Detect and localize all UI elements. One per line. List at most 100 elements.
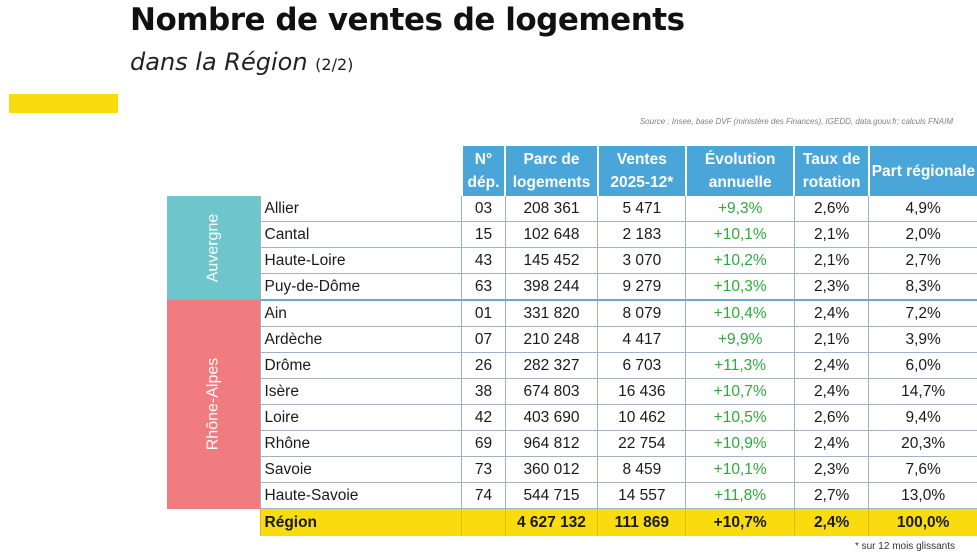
cell-evolution: +10,3% <box>685 273 795 301</box>
total-taux: 2,4% <box>793 508 869 536</box>
total-parc: 4 627 132 <box>504 508 598 536</box>
header-taux: Taux de rotation <box>793 146 869 196</box>
cell-name: Haute-Savoie <box>259 482 462 509</box>
header-part-label: Part régionale <box>871 162 976 180</box>
cell-part: 8,3% <box>868 273 977 301</box>
header-dep-line1: N° <box>474 151 493 168</box>
header-taux-line1: Taux de <box>802 151 861 168</box>
cell-ventes: 8 079 <box>597 300 686 327</box>
cell-taux: 2,3% <box>793 456 869 483</box>
cell-evolution: +10,5% <box>685 404 795 431</box>
total-part: 100,0% <box>868 508 977 536</box>
cell-taux: 2,4% <box>793 378 869 405</box>
group-label-rhone-alpes-text: Rhône-Alpes <box>204 358 222 451</box>
cell-dep: 26 <box>461 352 506 379</box>
header-part: Part régionale <box>867 146 977 196</box>
cell-ventes: 9 279 <box>597 273 686 301</box>
cell-part: 4,9% <box>868 196 977 222</box>
header-blank-group <box>167 146 260 196</box>
header-parc: Parc de logements <box>504 146 598 196</box>
header-ventes-line1: Ventes <box>616 151 667 168</box>
table-row: Rhône-Alpes Ain 01 331 820 8 079 +10,4% … <box>167 300 977 509</box>
header-ventes: Ventes 2025-12* <box>596 146 686 196</box>
table-row: Auvergne Allier 03 208 361 5 471 +9,3% 2… <box>167 196 977 300</box>
cell-taux: 2,4% <box>793 430 869 457</box>
cell-part: 2,7% <box>868 247 977 274</box>
cell-dep: 69 <box>461 430 506 457</box>
cell-parc: 210 248 <box>504 326 598 353</box>
header-evolution: Évolution annuelle <box>684 146 795 196</box>
cell-dep: 42 <box>461 404 506 431</box>
total-evolution: +10,7% <box>685 508 795 536</box>
group-label-auvergne: Auvergne <box>167 196 260 300</box>
cell-parc: 964 812 <box>504 430 598 457</box>
cell-name: Haute-Loire <box>259 247 462 274</box>
cell-ventes: 22 754 <box>597 430 686 457</box>
cell-parc: 403 690 <box>504 404 598 431</box>
cell-parc: 360 012 <box>504 456 598 483</box>
sales-table: N° dép. Parc de logements Ventes 2025-12… <box>167 146 977 536</box>
cell-dep: 01 <box>461 300 506 327</box>
subtitle-text: dans la Région <box>130 48 308 76</box>
cell-ventes: 6 703 <box>597 352 686 379</box>
table-row: Haute-Loire 43 145 452 3 070 +10,2% 2,1%… <box>167 247 977 274</box>
total-dep <box>461 508 506 536</box>
cell-part: 2,0% <box>868 221 977 248</box>
cell-ventes: 10 462 <box>597 404 686 431</box>
cell-evolution: +10,1% <box>685 456 795 483</box>
cell-parc: 674 803 <box>504 378 598 405</box>
page-title: Nombre de ventes de logements <box>130 2 685 38</box>
cell-name: Allier <box>259 196 462 222</box>
table-row: Haute-Savoie 74 544 715 14 557 +11,8% 2,… <box>167 482 977 509</box>
cell-ventes: 2 183 <box>597 221 686 248</box>
cell-taux: 2,6% <box>793 196 869 222</box>
cell-taux: 2,7% <box>793 482 869 509</box>
cell-ventes: 3 070 <box>597 247 686 274</box>
cell-dep: 73 <box>461 456 506 483</box>
table-row: Ardèche 07 210 248 4 417 +9,9% 2,1% 3,9% <box>167 326 977 353</box>
cell-evolution: +10,2% <box>685 247 795 274</box>
header-parc-line1: Parc de <box>523 151 580 168</box>
cell-part: 7,6% <box>868 456 977 483</box>
cell-ventes: 14 557 <box>597 482 686 509</box>
cell-dep: 07 <box>461 326 506 353</box>
group-label-rhone-alpes: Rhône-Alpes <box>167 300 260 509</box>
cell-dep: 63 <box>461 273 506 301</box>
cell-evolution: +11,3% <box>685 352 795 379</box>
cell-ventes: 4 417 <box>597 326 686 353</box>
cell-ventes: 8 459 <box>597 456 686 483</box>
cell-taux: 2,6% <box>793 404 869 431</box>
cell-part: 6,0% <box>868 352 977 379</box>
cell-taux: 2,4% <box>793 352 869 379</box>
cell-ventes: 5 471 <box>597 196 686 222</box>
cell-evolution: +9,3% <box>685 196 795 222</box>
cell-parc: 208 361 <box>504 196 598 222</box>
table-body: Auvergne Allier 03 208 361 5 471 +9,3% 2… <box>167 196 977 536</box>
cell-parc: 145 452 <box>504 247 598 274</box>
total-row: Région 4 627 132 111 869 +10,7% 2,4% 100… <box>167 508 977 536</box>
cell-taux: 2,1% <box>793 247 869 274</box>
header-parc-line2: logements <box>512 174 591 191</box>
table-row: Isère 38 674 803 16 436 +10,7% 2,4% 14,7… <box>167 378 977 405</box>
cell-name: Ain <box>259 300 462 327</box>
cell-parc: 398 244 <box>504 273 598 301</box>
cell-name: Savoie <box>259 456 462 483</box>
cell-dep: 03 <box>461 196 506 222</box>
cell-parc: 544 715 <box>504 482 598 509</box>
cell-dep: 15 <box>461 221 506 248</box>
cell-evolution: +9,9% <box>685 326 795 353</box>
cell-evolution: +10,9% <box>685 430 795 457</box>
cell-part: 14,7% <box>868 378 977 405</box>
cell-dep: 43 <box>461 247 506 274</box>
header-taux-line2: rotation <box>802 174 861 191</box>
table-row: Savoie 73 360 012 8 459 +10,1% 2,3% 7,6% <box>167 456 977 483</box>
cell-name: Puy-de-Dôme <box>259 273 462 301</box>
cell-parc: 102 648 <box>504 221 598 248</box>
cell-taux: 2,1% <box>793 221 869 248</box>
cell-part: 3,9% <box>868 326 977 353</box>
cell-name: Drôme <box>259 352 462 379</box>
cell-name: Loire <box>259 404 462 431</box>
table-header-row: N° dép. Parc de logements Ventes 2025-12… <box>167 146 977 196</box>
cell-taux: 2,4% <box>793 300 869 327</box>
cell-evolution: +10,4% <box>685 300 795 327</box>
